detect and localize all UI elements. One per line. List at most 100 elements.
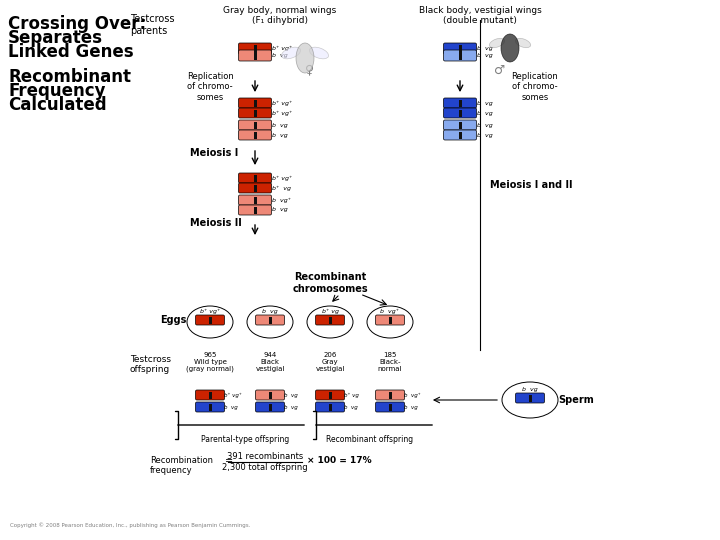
FancyBboxPatch shape bbox=[444, 43, 477, 54]
Text: Recombination
frequency: Recombination frequency bbox=[150, 456, 213, 475]
FancyBboxPatch shape bbox=[315, 402, 344, 412]
Text: Crossing Over:: Crossing Over: bbox=[8, 15, 146, 33]
Text: b⁺ vg⁺: b⁺ vg⁺ bbox=[272, 46, 292, 51]
Bar bbox=[269, 316, 271, 323]
Text: b  vg: b vg bbox=[477, 132, 492, 138]
FancyBboxPatch shape bbox=[238, 183, 271, 193]
FancyBboxPatch shape bbox=[376, 390, 405, 400]
Text: b  vg: b vg bbox=[477, 100, 492, 105]
Text: × 100 = 17%: × 100 = 17% bbox=[307, 456, 372, 465]
Text: b⁺ vg⁺: b⁺ vg⁺ bbox=[272, 100, 292, 106]
Text: b  vg: b vg bbox=[477, 123, 492, 127]
Bar bbox=[253, 174, 256, 181]
Text: 944
Black
vestigial: 944 Black vestigial bbox=[256, 352, 284, 372]
Text: Testcross
parents: Testcross parents bbox=[130, 14, 174, 36]
Bar bbox=[459, 99, 462, 106]
Text: Replication
of chromo-
somes: Replication of chromo- somes bbox=[512, 72, 559, 102]
Bar bbox=[389, 403, 392, 410]
Text: 2,300 total offspring: 2,300 total offspring bbox=[222, 463, 308, 472]
Bar bbox=[253, 122, 256, 129]
FancyBboxPatch shape bbox=[444, 130, 477, 140]
FancyBboxPatch shape bbox=[238, 205, 271, 215]
Ellipse shape bbox=[247, 306, 293, 338]
Bar bbox=[459, 132, 462, 138]
Ellipse shape bbox=[307, 306, 353, 338]
Text: b  vg: b vg bbox=[344, 404, 358, 409]
Ellipse shape bbox=[296, 43, 314, 73]
FancyBboxPatch shape bbox=[196, 402, 225, 412]
FancyBboxPatch shape bbox=[444, 108, 477, 118]
Ellipse shape bbox=[282, 47, 300, 59]
Text: Calculated: Calculated bbox=[8, 96, 107, 114]
Bar bbox=[269, 403, 271, 410]
FancyBboxPatch shape bbox=[376, 315, 405, 325]
FancyBboxPatch shape bbox=[376, 402, 405, 412]
Bar bbox=[209, 403, 212, 410]
Text: Parental-type offspring: Parental-type offspring bbox=[201, 435, 289, 444]
Text: b⁺ vg⁺: b⁺ vg⁺ bbox=[272, 110, 292, 116]
Text: b  vg: b vg bbox=[477, 53, 492, 58]
Text: Meiosis I and II: Meiosis I and II bbox=[490, 180, 572, 190]
FancyBboxPatch shape bbox=[238, 108, 271, 118]
Ellipse shape bbox=[187, 306, 233, 338]
Bar bbox=[328, 403, 331, 410]
Text: Frequency: Frequency bbox=[8, 82, 106, 100]
Text: ♀: ♀ bbox=[305, 64, 315, 77]
Bar bbox=[253, 51, 256, 59]
Text: 391 recombinants: 391 recombinants bbox=[227, 452, 303, 461]
Bar bbox=[253, 44, 256, 52]
Text: b⁺ vg: b⁺ vg bbox=[344, 393, 359, 397]
Bar bbox=[253, 206, 256, 213]
Text: Separates: Separates bbox=[8, 29, 103, 47]
Bar bbox=[459, 44, 462, 52]
FancyBboxPatch shape bbox=[315, 315, 344, 325]
Text: b  vg: b vg bbox=[284, 404, 298, 409]
FancyBboxPatch shape bbox=[238, 98, 271, 108]
Text: b  vg⁺: b vg⁺ bbox=[272, 198, 291, 202]
Text: b  vg⁺: b vg⁺ bbox=[404, 393, 420, 397]
Text: ♂: ♂ bbox=[495, 64, 505, 77]
FancyBboxPatch shape bbox=[516, 393, 544, 403]
Text: b  vg: b vg bbox=[272, 53, 288, 58]
Bar bbox=[209, 316, 212, 323]
Text: Replication
of chromo-
somes: Replication of chromo- somes bbox=[186, 72, 233, 102]
Text: b  vg: b vg bbox=[272, 132, 288, 138]
Ellipse shape bbox=[310, 47, 328, 59]
Bar bbox=[209, 392, 212, 399]
FancyBboxPatch shape bbox=[238, 195, 271, 205]
Text: 185
Black-
normal: 185 Black- normal bbox=[378, 352, 402, 372]
FancyBboxPatch shape bbox=[256, 402, 284, 412]
Text: Testcross
offspring: Testcross offspring bbox=[130, 355, 171, 374]
Text: =: = bbox=[225, 456, 233, 466]
Text: Copyright © 2008 Pearson Education, Inc., publishing as Pearson Benjamin Cumming: Copyright © 2008 Pearson Education, Inc.… bbox=[10, 522, 251, 528]
FancyBboxPatch shape bbox=[238, 50, 271, 61]
Bar bbox=[328, 316, 331, 323]
Text: b⁺ vg⁺: b⁺ vg⁺ bbox=[272, 176, 292, 180]
Text: Linked Genes: Linked Genes bbox=[8, 43, 134, 61]
FancyBboxPatch shape bbox=[256, 315, 284, 325]
Text: Sperm: Sperm bbox=[558, 395, 594, 405]
Text: b  vg: b vg bbox=[477, 111, 492, 116]
Text: Recombinant: Recombinant bbox=[8, 68, 131, 86]
FancyBboxPatch shape bbox=[315, 390, 344, 400]
Text: Recombinant
chromosomes: Recombinant chromosomes bbox=[292, 272, 368, 294]
FancyBboxPatch shape bbox=[238, 120, 271, 130]
Text: Meiosis I: Meiosis I bbox=[190, 148, 238, 158]
FancyBboxPatch shape bbox=[444, 98, 477, 108]
Ellipse shape bbox=[501, 34, 519, 62]
Text: b⁺ vg⁺: b⁺ vg⁺ bbox=[224, 393, 242, 397]
Bar bbox=[389, 316, 392, 323]
Text: 965
Wild type
(gray normal): 965 Wild type (gray normal) bbox=[186, 352, 234, 373]
Bar bbox=[459, 122, 462, 129]
Text: 206
Gray
vestigial: 206 Gray vestigial bbox=[315, 352, 345, 372]
Text: b  vg: b vg bbox=[272, 123, 288, 127]
Ellipse shape bbox=[502, 382, 558, 418]
FancyBboxPatch shape bbox=[444, 50, 477, 61]
Text: b  vg: b vg bbox=[262, 308, 278, 314]
Text: b  vg: b vg bbox=[522, 388, 538, 393]
FancyBboxPatch shape bbox=[256, 390, 284, 400]
Ellipse shape bbox=[516, 38, 531, 48]
FancyBboxPatch shape bbox=[238, 43, 271, 54]
Text: Eggs: Eggs bbox=[160, 315, 186, 325]
Bar bbox=[459, 110, 462, 117]
